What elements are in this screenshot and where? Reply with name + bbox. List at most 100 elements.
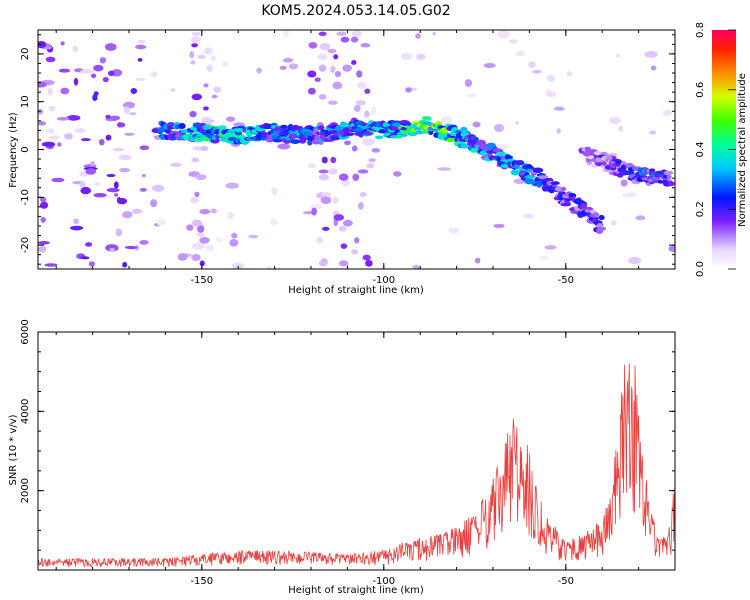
heatmap-cell-256 [333,214,345,221]
heatmap-cell-167 [38,245,47,253]
heatmap-cell-45 [544,245,557,250]
heatmap-cell-61 [628,256,642,265]
heatmap-cell-144 [229,239,239,247]
spectrogram-y-tick-label: -10 [20,189,31,205]
heatmap-cell-10 [114,193,119,197]
heatmap-cell-105 [231,262,245,269]
heatmap-cell-201 [448,227,459,234]
heatmap-cell-95 [221,61,229,67]
heatmap-cell-265 [334,70,342,78]
snr-frame [37,331,676,571]
heatmap-cell-495 [299,138,307,144]
heatmap-cell-183 [441,115,453,124]
heatmap-cell-36 [124,245,138,250]
heatmap-cell-252 [338,260,349,267]
heatmap-cell-244 [318,94,327,100]
colorbar: 0.0 0.2 0.4 0.6 0.8 Normalized spectral ampl… [695,22,748,277]
heatmap-cell-812 [532,167,544,174]
heatmap-cell-119 [189,51,195,59]
heatmap-cell-791 [514,160,525,166]
heatmap-cell-199 [92,94,98,102]
snr-x-tick-label: -50 [558,576,574,587]
heatmap-cell-55 [39,196,47,203]
heatmap-cell-690 [440,127,448,134]
heatmap-cell-448 [267,134,274,138]
heatmap-cell-278 [357,169,369,174]
heatmap-cell-178 [72,45,79,53]
heatmap-cell-80 [170,162,182,168]
heatmap-cell-461 [273,126,282,132]
heatmap-cell-17 [256,67,262,74]
colorbar-tick-label: 0.6 [695,82,706,98]
heatmap-cell-15 [105,134,112,141]
heatmap-cell-62 [137,39,146,44]
heatmap-cell-288 [351,59,357,66]
heatmap-cell-138 [109,247,115,252]
heatmap-cell-325 [178,122,186,130]
heatmap-cell-29 [60,41,65,46]
heatmap-cell-99 [186,224,194,231]
heatmap-cell-150 [371,148,381,153]
spectrogram-x-ticks: -150 -100 -50 [55,30,676,286]
heatmap-cell-855 [560,202,572,207]
heatmap-cell-503 [307,139,313,146]
heatmap-cell-93 [58,68,71,73]
heatmap-cell-140 [368,158,376,163]
heatmap-cell-81 [211,55,216,62]
heatmap-cell-145 [91,73,97,79]
heatmap-cell-59 [497,30,511,39]
heatmap-cell-237 [318,169,329,174]
heatmap-cell-60 [515,121,520,125]
heatmap-cell-236 [318,174,329,181]
heatmap-cell-157 [610,220,617,226]
heatmap-cell-219 [189,110,197,118]
heatmap-cell-885 [584,209,591,213]
heatmap-cell-13 [465,93,476,98]
heatmap-cell-151 [131,208,143,214]
heatmap-cell-229 [191,31,201,36]
heatmap-cell-211 [191,219,203,227]
heatmap-cell-31 [66,115,81,121]
heatmap-cell-272 [362,254,371,261]
heatmap-cell-231 [316,236,324,244]
heatmap-cell-54 [38,121,47,126]
heatmap-cell-275 [358,202,364,210]
heatmap-cell-163 [546,75,556,82]
snr-x-axis-label: Height of straight line (km) [288,585,424,596]
heatmap-cell-165 [553,106,565,111]
heatmap-cell-301 [160,134,166,141]
heatmap-cell-384 [217,125,227,130]
heatmap-cell-825 [537,175,549,180]
heatmap-cell-207 [191,253,201,262]
colorbar-ticks: 0.0 0.2 0.4 0.6 0.8 [695,22,736,277]
heatmap-cell-16 [515,50,526,57]
heatmap-cell-595 [374,135,384,140]
heatmap-cell-122 [215,237,224,243]
heatmap-cell-44 [248,234,259,239]
heatmap-cell-852 [560,186,567,192]
heatmap-cell-213 [190,197,199,204]
heatmap-cell-264 [332,81,343,90]
spectrogram-y-ticks: -20 -10 0 10 20 [20,34,675,265]
heatmap-cell-1019 [666,174,672,180]
heatmap-cell-1021 [663,170,674,176]
heatmap-cell-153 [40,201,49,209]
heatmap-cell-177 [104,43,117,51]
snr-series-line [38,363,675,568]
heatmap-cell-198 [330,66,336,71]
heatmap-cell-248 [318,64,327,72]
heatmap-cell-117 [139,187,147,192]
heatmap-cell-251 [318,31,327,36]
heatmap-cell-285 [364,88,371,94]
heatmap-cell-290 [350,36,359,43]
heatmap-cell-926 [593,151,603,156]
heatmap-cell-263 [328,100,338,105]
heatmap-cell-696 [446,137,456,143]
heatmap-cell-250 [308,41,318,49]
heatmap-cell-185 [279,65,287,70]
heatmap-cell-100 [191,242,205,250]
heatmap-cell-128 [123,106,130,114]
heatmap-cell-47 [509,39,518,44]
heatmap-cell-730 [472,136,479,142]
heatmap-cell-171 [177,253,188,261]
